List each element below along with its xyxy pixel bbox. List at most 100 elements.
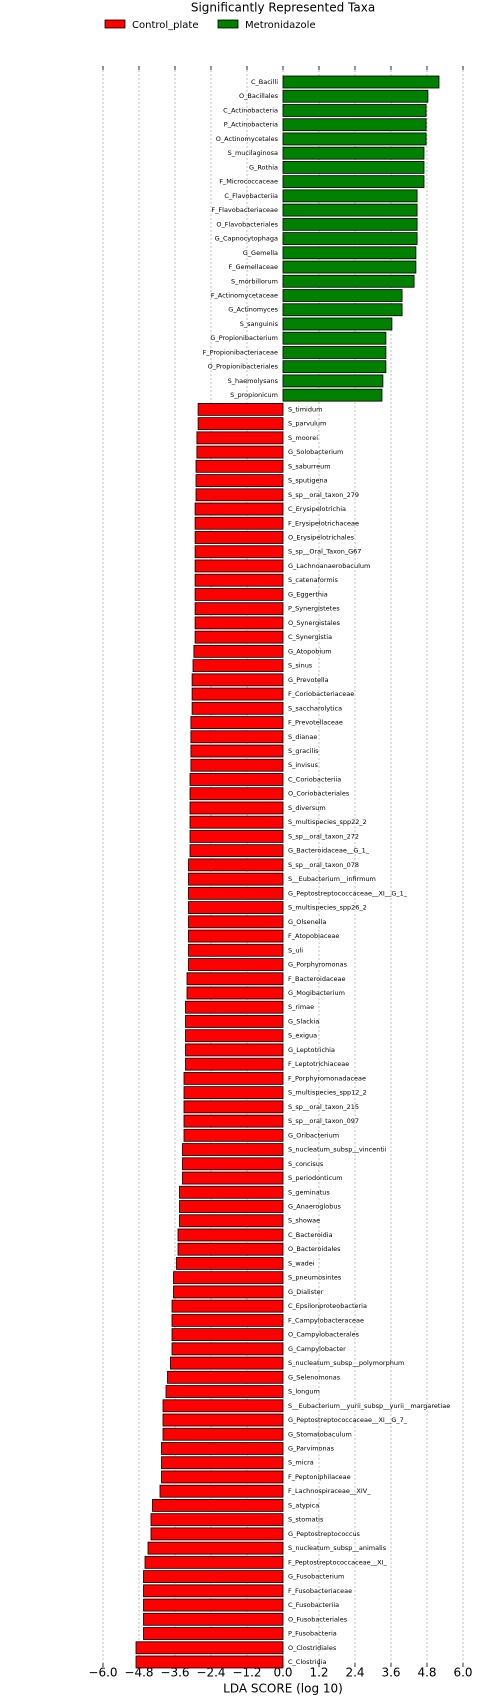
- category-label: S_saccharolytica: [288, 704, 342, 712]
- bar: [282, 388, 383, 402]
- bar: [143, 1598, 284, 1612]
- category-label: C_Actinobacteria: [223, 106, 278, 114]
- bar: [188, 872, 284, 886]
- bar: [185, 1000, 284, 1014]
- category-label: S_stomatis: [288, 1516, 324, 1524]
- bar: [171, 1313, 284, 1327]
- bar: [143, 1612, 284, 1626]
- category-label: S_periodonticum: [288, 1174, 343, 1182]
- category-label: O_Coriobacteriales: [288, 790, 350, 798]
- category-label: G_Propionibacterium: [210, 334, 278, 342]
- category-label: S_timidum: [288, 405, 322, 413]
- category-label: G_Oribacterium: [288, 1131, 339, 1139]
- bar: [144, 1555, 284, 1569]
- bar: [194, 573, 284, 587]
- category-label: F_Porphyromonadaceae: [288, 1074, 366, 1082]
- bar: [188, 958, 284, 971]
- category-label: S_nucleatum_subsp__polymorphum: [288, 1359, 404, 1367]
- category-label: F_Peptostreptococcaceae__XI_: [288, 1558, 388, 1566]
- category-label: G_Parvimonas: [288, 1444, 335, 1452]
- bar: [190, 716, 284, 729]
- category-label: G_Campylobacter: [288, 1345, 346, 1353]
- category-label: S_rimae: [288, 1003, 314, 1011]
- category-label: S_nucleatum_subsp__vincentii: [288, 1146, 387, 1154]
- category-label: G_Olsenella: [288, 918, 326, 926]
- bar: [194, 502, 284, 516]
- bar: [165, 1385, 284, 1398]
- category-label: O_Actinomycetales: [216, 135, 279, 143]
- bar: [186, 986, 284, 1000]
- bar: [185, 1043, 284, 1057]
- bar: [282, 260, 417, 274]
- category-label: F_Actinomycetaceae: [211, 292, 278, 300]
- category-label: G_Capnocytophaga: [215, 235, 278, 243]
- category-label: G_Actinomyces: [228, 306, 278, 314]
- bar: [189, 787, 284, 801]
- bar: [195, 459, 284, 473]
- bar: [282, 274, 415, 288]
- category-label: S_moorei: [288, 434, 318, 442]
- category-label: G_Leptotrichia: [288, 1046, 335, 1054]
- bar: [179, 1214, 284, 1228]
- category-label: O_Bacillales: [239, 92, 279, 100]
- bar: [189, 773, 284, 786]
- bar: [188, 858, 284, 872]
- bar: [194, 516, 284, 530]
- x-tick-label: 6.0: [453, 1666, 472, 1680]
- bar: [147, 1541, 284, 1555]
- bar: [194, 545, 284, 559]
- bar: [135, 1641, 284, 1655]
- category-label: S_multispecies_spp26_2: [288, 904, 367, 912]
- x-tick-label: 0.0: [273, 1666, 292, 1680]
- category-label: G_Prevotella: [288, 676, 329, 684]
- category-label: G_Peptostreptococcaceae__XI__G_7_: [288, 1416, 408, 1424]
- bar: [183, 1086, 284, 1100]
- category-label: C_Coriobacteriia: [288, 775, 341, 783]
- bar: [282, 118, 427, 132]
- bar: [143, 1627, 284, 1640]
- category-label: S_nucleatum_subsp__animalis: [288, 1544, 387, 1552]
- legend-swatch: [217, 19, 239, 29]
- bar: [282, 203, 418, 217]
- bar: [161, 1470, 284, 1484]
- bar: [195, 488, 284, 502]
- bar: [189, 830, 284, 843]
- bar: [194, 616, 284, 630]
- bar: [143, 1570, 284, 1583]
- category-label: O_Synergistales: [288, 619, 341, 627]
- category-label: G_Bacteroidaceae__G_1_: [288, 847, 370, 855]
- bar: [282, 246, 417, 260]
- category-label: G_Peptostreptococcus: [288, 1530, 361, 1538]
- bar: [152, 1499, 284, 1512]
- category-label: S_uli: [288, 946, 303, 954]
- bar: [190, 758, 284, 772]
- x-tick-label: −4.8: [124, 1666, 153, 1680]
- bar: [167, 1370, 284, 1384]
- category-label: S_sp__oral_taxon_097: [288, 1117, 359, 1125]
- category-label: F_Prevotellaceae: [288, 719, 343, 727]
- category-label: C_Epsilonproteobacteria: [288, 1302, 367, 1310]
- bar: [150, 1513, 284, 1527]
- category-label: F_Coriobacteriaceae: [288, 690, 354, 698]
- chart-title: Significantly Represented Taxa: [191, 1, 375, 15]
- category-label: F_Micrococcaceae: [219, 178, 278, 186]
- category-label: G_Fusobacterium: [288, 1573, 344, 1581]
- bar: [190, 744, 284, 758]
- category-label: G_Solobacterium: [288, 448, 343, 456]
- bar: [282, 161, 425, 174]
- bar: [191, 673, 284, 687]
- bar: [143, 1584, 284, 1598]
- bar: [183, 1114, 284, 1128]
- x-tick-label: 2.4: [345, 1666, 364, 1680]
- category-label: F_Peptoniphilaceae: [288, 1473, 351, 1481]
- category-label: C_Fusobacteriia: [288, 1601, 339, 1609]
- bar: [194, 531, 284, 544]
- category-label: F_Gemellaceae: [228, 263, 278, 271]
- category-label: P_Actinobacteria: [224, 121, 278, 129]
- bar: [197, 402, 284, 416]
- category-label: S__Eubacterium__yurii_subsp__yurii__marg…: [288, 1402, 450, 1410]
- bar: [191, 687, 284, 701]
- category-label: O_Erysipelotrichales: [288, 533, 355, 541]
- bar: [135, 1655, 284, 1669]
- x-axis-label: LDA SCORE (log 10): [223, 1682, 343, 1696]
